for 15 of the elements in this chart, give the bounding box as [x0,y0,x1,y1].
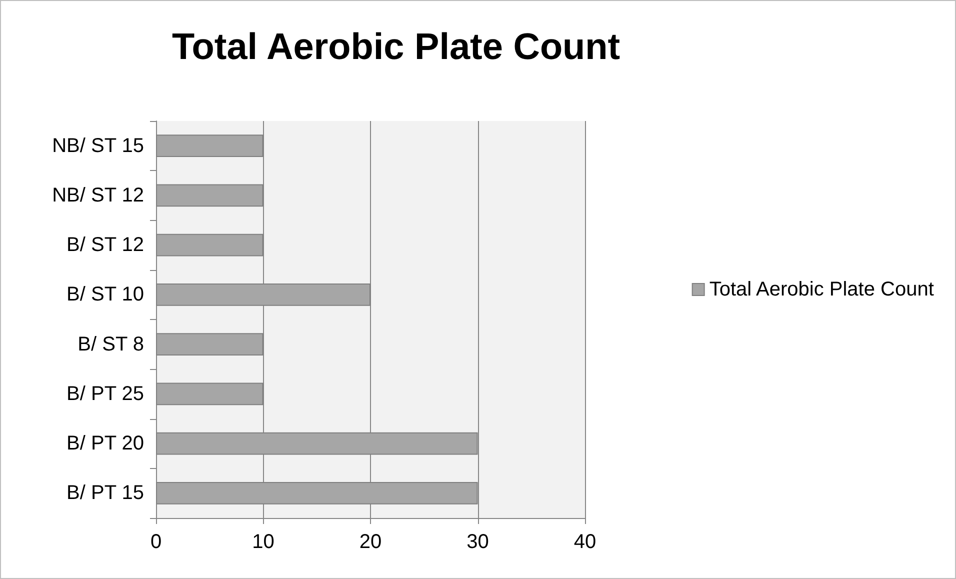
y-tick-label: B/ PT 25 [66,382,144,405]
chart-title: Total Aerobic Plate Count [172,26,620,67]
x-tick-label: 10 [252,531,274,553]
legend-label: Total Aerobic Plate Count [709,278,934,300]
x-tick-label: 40 [574,531,596,553]
x-tick-label: 20 [359,531,382,553]
y-tick-label: B/ ST 8 [78,333,144,356]
y-tick-label: B/ PT 15 [66,482,144,504]
x-tick-label: 30 [466,531,489,553]
y-tick-label: B/ ST 12 [66,234,144,256]
y-tick-label: NB/ ST 12 [52,184,144,206]
y-tick-label: NB/ ST 15 [52,134,144,157]
x-tick-label: 0 [150,531,162,553]
y-tick-label: B/ PT 20 [66,432,144,455]
y-tick-label: B/ ST 10 [66,284,144,306]
